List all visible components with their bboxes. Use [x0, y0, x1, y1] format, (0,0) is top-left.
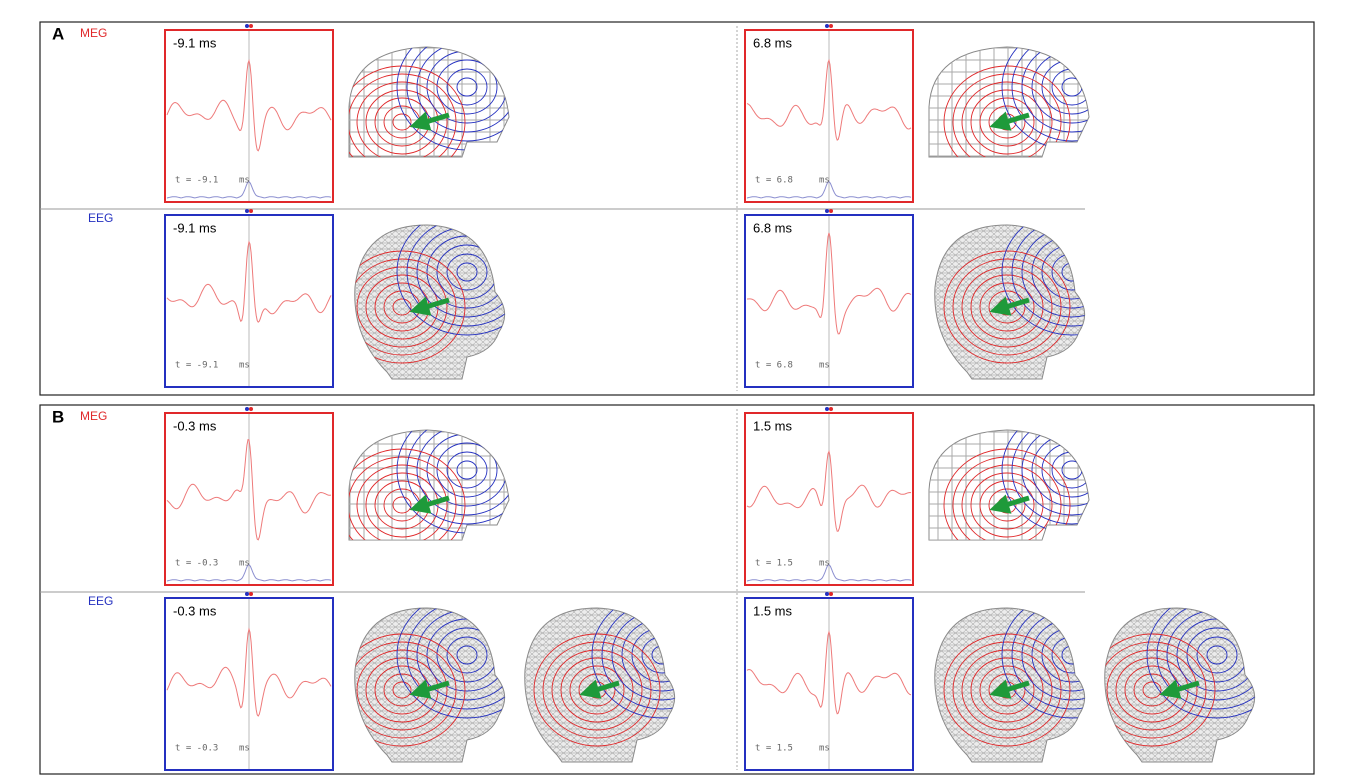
head-illustration — [339, 592, 537, 762]
head-illustration — [339, 407, 537, 561]
head-mesh — [935, 608, 1085, 762]
marker-dot — [829, 209, 833, 213]
cursor-unit: ms — [819, 559, 830, 569]
modality-label: EEG — [88, 594, 113, 608]
marker-dot — [829, 592, 833, 596]
marker-dot — [245, 407, 249, 411]
cursor-label: t = 6.8 — [755, 176, 793, 186]
marker-dot — [249, 209, 253, 213]
marker-dot — [249, 24, 253, 28]
marker-dot — [825, 209, 829, 213]
cursor-label: t = 1.5 — [755, 744, 793, 754]
cursor-label: t = -0.3 — [175, 559, 218, 569]
marker-dot — [249, 592, 253, 596]
marker-dot — [825, 24, 829, 28]
head-illustration — [525, 592, 732, 762]
cursor-unit: ms — [819, 361, 830, 371]
marker-dot — [829, 407, 833, 411]
cursor-label: t = 1.5 — [755, 559, 793, 569]
cursor-label: t = -9.1 — [175, 176, 218, 186]
time-label: -9.1 ms — [173, 35, 217, 50]
cursor-label: t = -0.3 — [175, 744, 218, 754]
figure: A MEG -9.1 ms t = -9.1 ms 6.8 ms t = 6.8 ms EEG -… — [0, 0, 1357, 775]
modality-label: MEG — [80, 26, 107, 40]
time-label: -0.3 ms — [173, 603, 217, 618]
time-label: 6.8 ms — [753, 220, 793, 235]
marker-dot — [245, 209, 249, 213]
modality-label: EEG — [88, 211, 113, 225]
cursor-unit: ms — [239, 559, 250, 569]
head-illustration — [929, 24, 1142, 178]
head-illustration — [929, 407, 1142, 561]
cursor-unit: ms — [819, 744, 830, 754]
cursor-unit: ms — [819, 176, 830, 186]
time-label: 6.8 ms — [753, 35, 793, 50]
panel-letter: B — [52, 407, 64, 426]
modality-label: MEG — [80, 409, 107, 423]
marker-dot — [249, 407, 253, 411]
cursor-unit: ms — [239, 744, 250, 754]
cursor-unit: ms — [239, 361, 250, 371]
cursor-unit: ms — [239, 176, 250, 186]
panel-letter: A — [52, 24, 64, 43]
marker-dot — [245, 24, 249, 28]
head-illustration — [339, 209, 537, 379]
marker-dot — [829, 24, 833, 28]
head-illustration — [1089, 592, 1287, 762]
cursor-label: t = 6.8 — [755, 361, 793, 371]
head-mesh — [935, 225, 1085, 379]
head-illustration — [339, 24, 537, 178]
marker-dot — [825, 407, 829, 411]
time-label: 1.5 ms — [753, 603, 793, 618]
head-illustration — [935, 209, 1142, 379]
marker-dot — [825, 592, 829, 596]
time-label: -9.1 ms — [173, 220, 217, 235]
cursor-label: t = -9.1 — [175, 361, 218, 371]
head-mesh — [525, 608, 675, 762]
time-label: -0.3 ms — [173, 418, 217, 433]
time-label: 1.5 ms — [753, 418, 793, 433]
marker-dot — [245, 592, 249, 596]
